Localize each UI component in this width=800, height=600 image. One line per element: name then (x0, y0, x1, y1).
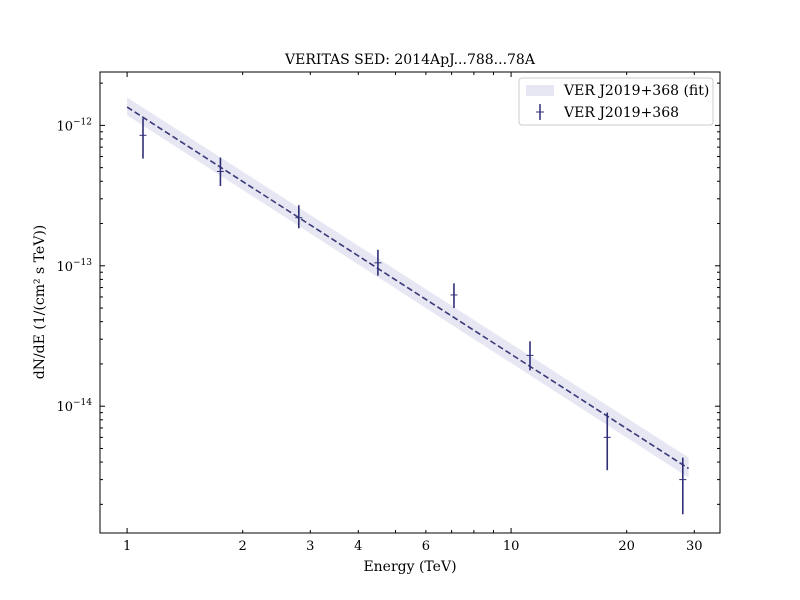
x-tick-label: 10 (503, 539, 520, 554)
x-tick-label: 2 (239, 539, 247, 554)
y-tick-label: 10−14 (56, 398, 92, 415)
y-axis-label: dN/dE (1/(cm² s TeV)) (32, 225, 48, 380)
data-point-4 (450, 283, 458, 309)
data-point-1 (216, 157, 224, 187)
plot-frame (99, 71, 721, 534)
y-tick-label: 10−12 (56, 117, 92, 134)
x-axis-label: Energy (TeV) (363, 559, 456, 575)
data-point-0 (139, 118, 147, 159)
legend-label-data: VER J2019+368 (563, 105, 679, 121)
y-tick-label: 10−13 (56, 258, 92, 275)
data-point-6 (603, 412, 611, 471)
legend: VER J2019+368 (fit) VER J2019+368 (518, 77, 714, 126)
x-tick-label: 4 (354, 539, 362, 554)
x-tick-label: 6 (422, 539, 430, 554)
legend-fit-swatch (526, 85, 554, 96)
x-tick-label: 3 (306, 539, 314, 554)
legend-label-fit: VER J2019+368 (fit) (563, 83, 709, 99)
data-point-3 (374, 249, 382, 276)
x-tick-label: 1 (123, 539, 131, 554)
data-points-layer (139, 118, 687, 515)
x-axis-ticks: 1 2 3 4 6 10 20 30 (123, 72, 703, 554)
data-point-2 (295, 205, 303, 229)
data-point-5 (526, 341, 534, 371)
y-axis-ticks: 10−12 10−13 10−14 (56, 82, 720, 505)
data-point-7 (679, 457, 687, 515)
legend-frame (518, 77, 714, 126)
x-tick-label: 20 (618, 539, 635, 554)
x-tick-label: 30 (686, 539, 703, 554)
chart-title: VERITAS SED: 2014ApJ...788...78A (284, 52, 536, 68)
